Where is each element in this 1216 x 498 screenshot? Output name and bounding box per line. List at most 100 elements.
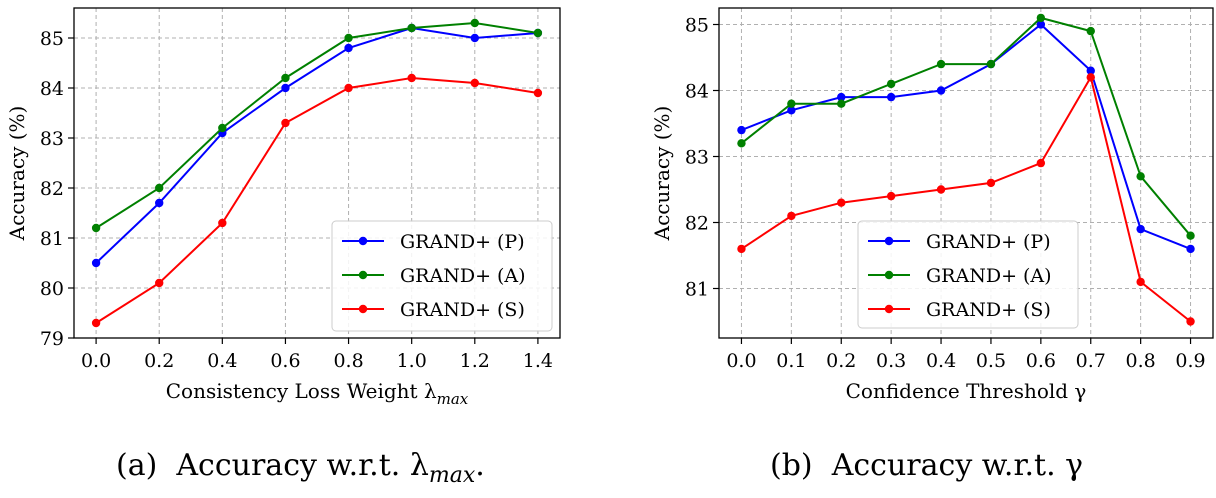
data-point — [1136, 224, 1145, 234]
x-tick-label: 0.4 — [207, 350, 237, 372]
data-point — [986, 59, 996, 69]
data-point — [1136, 172, 1145, 181]
data-point — [281, 118, 290, 128]
y-tick-label: 81 — [685, 279, 709, 301]
data-point — [533, 28, 543, 38]
x-tick-label: 0.8 — [1126, 350, 1156, 372]
legend-label: GRAND+ (S) — [400, 299, 525, 321]
data-point — [1086, 26, 1095, 36]
data-point — [1186, 317, 1195, 326]
data-point — [737, 139, 746, 148]
data-point — [1186, 244, 1195, 254]
y-axis-title: Accuracy (%) — [650, 106, 674, 242]
x-tick-label: 0.8 — [333, 350, 363, 372]
data-point — [533, 88, 543, 98]
legend-box — [857, 220, 1079, 329]
y-tick-label: 84 — [40, 78, 64, 100]
data-point — [407, 73, 416, 83]
y-tick-label: 80 — [40, 278, 64, 300]
y-tick-label: 79 — [40, 328, 64, 350]
y-tick-label: 82 — [685, 213, 709, 235]
legend-label: GRAND+ (P) — [400, 231, 525, 253]
data-point — [344, 33, 353, 43]
data-point — [155, 278, 164, 288]
legend-marker — [884, 304, 894, 314]
data-point — [886, 79, 896, 89]
series-line — [95, 21, 539, 229]
data-point — [344, 83, 353, 93]
legend-box — [331, 220, 553, 332]
y-tick-label: 81 — [40, 228, 64, 250]
data-point — [886, 92, 896, 102]
data-point — [155, 183, 164, 193]
data-point — [1036, 13, 1046, 23]
caption-b: (b) Accuracy w.r.t. γ — [770, 448, 1084, 483]
y-axis-title: Accuracy (%) — [5, 106, 29, 242]
data-point — [837, 99, 846, 108]
x-tick-label: 0.3 — [876, 350, 906, 372]
x-tick-label: 1.4 — [523, 350, 553, 372]
data-point — [470, 33, 479, 43]
chart-a: 0.0 0.2 0.4 0.6 0.8 1.0 1.2 1.4 79 80 81 82 83 84 85 Co… — [5, 7, 561, 408]
data-point — [470, 78, 479, 88]
x-tick-label: 1.0 — [397, 350, 427, 372]
y-tick-label: 82 — [40, 178, 64, 200]
data-point — [1086, 66, 1095, 75]
legend-marker — [884, 270, 894, 280]
x-tick-label: 0.5 — [976, 350, 1006, 372]
x-tick-label: 0.0 — [726, 350, 756, 372]
x-tick-label: 0.0 — [81, 350, 111, 372]
data-point — [1136, 277, 1145, 287]
chart-b: 0.0 0.1 0.2 0.3 0.4 0.5 0.6 0.7 0.8 0.9 81 82 83 84 85… — [650, 7, 1214, 403]
x-axis-title: Consistency Loss Weight λmax — [166, 379, 469, 408]
data-point — [737, 125, 746, 135]
x-tick-label: 0.9 — [1175, 350, 1205, 372]
legend-marker — [884, 236, 894, 246]
series-line — [95, 76, 539, 324]
series-line — [741, 23, 1191, 250]
legend-marker — [358, 270, 368, 280]
x-tick-label: 0.1 — [776, 350, 806, 372]
x-tick-label: 1.2 — [460, 350, 490, 372]
data-point — [218, 123, 227, 133]
legend-label: GRAND+ (A) — [400, 265, 526, 287]
y-tick-label: 84 — [685, 81, 709, 103]
legend-marker — [358, 304, 368, 314]
data-point — [281, 83, 290, 93]
data-point — [1186, 231, 1195, 240]
data-point — [986, 178, 996, 188]
data-point — [837, 198, 846, 207]
data-point — [1036, 158, 1046, 168]
data-point — [155, 198, 164, 208]
data-point — [1036, 20, 1046, 29]
data-point — [787, 211, 796, 221]
data-point — [91, 258, 101, 268]
data-point — [737, 244, 746, 254]
series-line — [740, 16, 1192, 237]
data-point — [91, 318, 101, 328]
data-point — [837, 92, 846, 102]
y-tick-label: 83 — [40, 128, 64, 150]
legend-label: GRAND+ (S) — [926, 299, 1051, 321]
legend-label: GRAND+ (A) — [926, 265, 1052, 287]
data-point — [936, 86, 946, 95]
data-point — [470, 18, 479, 28]
data-point — [344, 43, 353, 53]
data-point — [91, 223, 101, 233]
x-axis-title: Confidence Threshold γ — [846, 379, 1087, 403]
data-point — [936, 185, 946, 194]
data-point — [886, 191, 896, 201]
caption-a: (a) Accuracy w.r.t. λmax. — [116, 448, 485, 488]
plot-frame — [73, 7, 561, 339]
x-tick-label: 0.6 — [1026, 350, 1056, 372]
y-tick-label: 85 — [40, 28, 64, 50]
series-line — [740, 74, 1192, 323]
x-tick-label: 0.2 — [826, 350, 856, 372]
x-tick-label: 0.7 — [1076, 350, 1106, 372]
data-point — [787, 106, 796, 115]
legend-label: GRAND+ (P) — [926, 231, 1051, 253]
data-point — [218, 218, 227, 228]
data-point — [936, 59, 946, 69]
data-point — [787, 99, 796, 108]
